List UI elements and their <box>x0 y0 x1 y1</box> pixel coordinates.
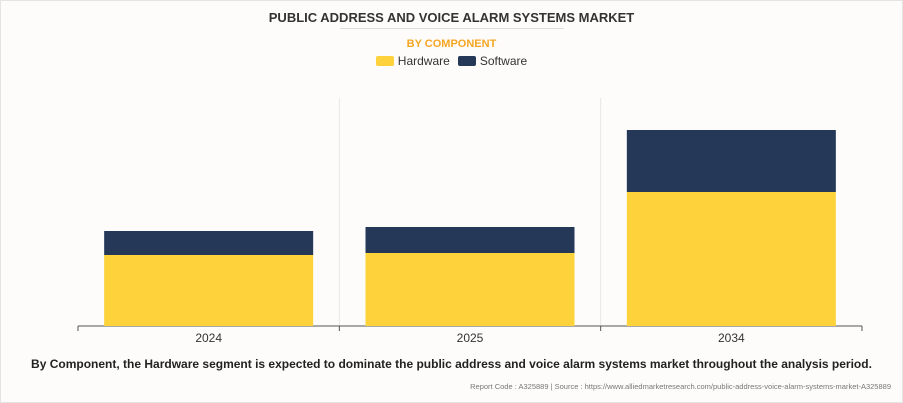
legend-label: Hardware <box>397 54 450 68</box>
title-divider <box>340 28 564 29</box>
bar-hardware-2025 <box>365 253 575 326</box>
source-note: Report Code : A325889 | Source : https:/… <box>470 382 891 391</box>
legend-label: Software <box>479 54 528 68</box>
x-tick-label: 2024 <box>195 331 222 345</box>
bar-hardware-2034 <box>626 192 836 326</box>
bar-hardware-2024 <box>104 255 314 326</box>
chart-caption: By Component, the Hardware segment is ex… <box>31 357 872 371</box>
bar-software-2024 <box>104 231 314 255</box>
legend: Hardware Software <box>0 54 903 68</box>
bar-software-2034 <box>626 130 836 192</box>
chart-subtitle: BY COMPONENT <box>406 38 497 50</box>
chart-title: PUBLIC ADDRESS AND VOICE ALARM SYSTEMS M… <box>268 10 635 25</box>
legend-swatch-hardware <box>375 56 394 66</box>
bar-software-2025 <box>365 227 575 253</box>
legend-item-hardware: Hardware <box>375 54 450 68</box>
x-tick-label: 2034 <box>718 331 745 345</box>
legend-item-software: Software <box>457 54 528 68</box>
legend-swatch-software <box>457 56 476 66</box>
x-tick-label: 2025 <box>457 331 484 345</box>
